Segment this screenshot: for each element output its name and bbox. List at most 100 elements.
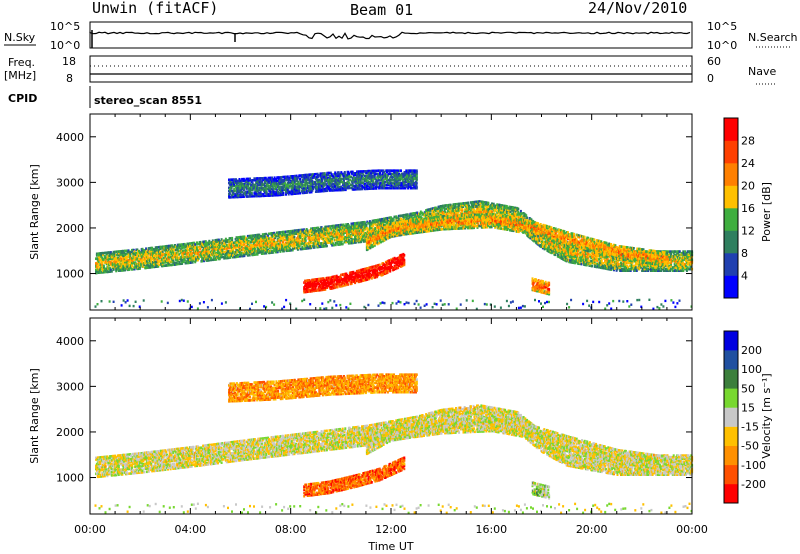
heatmap-cell	[210, 257, 212, 260]
heatmap-cell	[163, 257, 165, 260]
freq-label: Freq.	[8, 56, 35, 69]
heatmap-cell	[214, 255, 216, 258]
beam-title: Beam 01	[350, 1, 413, 19]
nsky-trace	[90, 30, 690, 48]
heatmap-cell	[111, 270, 113, 273]
heatmap-cell	[285, 231, 287, 234]
heatmap-cell	[126, 256, 128, 259]
heatmap-cell	[464, 202, 466, 205]
heatmap-cell	[329, 225, 331, 228]
nsky-panel	[90, 22, 692, 48]
heatmap-cell	[147, 262, 149, 265]
heatmap-cell	[467, 202, 469, 205]
heatmap-cell	[187, 249, 189, 252]
heatmap-cell	[293, 236, 295, 239]
heatmap-cell	[521, 212, 523, 215]
heatmap-cell	[401, 218, 403, 221]
heatmap-cell	[326, 245, 328, 248]
nsearch-tick-bottom: 10^0	[707, 39, 737, 52]
heatmap-cell	[520, 210, 522, 213]
cpid-value: stereo_scan 8551	[94, 94, 202, 107]
heatmap-cell	[636, 269, 638, 272]
heatmap-cell	[102, 252, 104, 255]
heatmap-cell	[440, 205, 442, 208]
heatmap-cell	[473, 201, 475, 204]
nsky-tick-top: 10^5	[50, 20, 80, 33]
heatmap-cell	[469, 206, 471, 209]
heatmap-cell	[456, 203, 458, 206]
heatmap-cell	[401, 214, 403, 217]
heatmap-cell	[365, 224, 367, 227]
nave-tick-bottom: 0	[707, 72, 714, 85]
heatmap-cell	[635, 266, 637, 269]
heatmap-cell	[487, 202, 489, 205]
heatmap-cell	[305, 239, 307, 242]
heatmap-cell	[525, 214, 527, 217]
power-heatmap	[95, 169, 694, 310]
heatmap-cell	[98, 252, 100, 255]
heatmap-cell	[333, 244, 335, 247]
heatmap-cell	[330, 228, 332, 231]
heatmap-cell	[197, 249, 199, 252]
heatmap-cell	[138, 258, 140, 261]
heatmap-cell	[394, 216, 396, 219]
heatmap-cell	[460, 202, 462, 205]
heatmap-cell	[301, 229, 303, 232]
date-title: 24/Nov/2010	[588, 0, 687, 17]
heatmap-cell	[263, 252, 265, 255]
nsearch-label: N.Search	[748, 31, 798, 44]
heatmap-cell	[231, 237, 233, 240]
heatmap-cell	[466, 202, 468, 205]
freq-unit: [MHz]	[4, 69, 36, 82]
heatmap-cell	[354, 222, 356, 225]
heatmap-cell	[516, 213, 518, 216]
heatmap-cell	[158, 263, 160, 266]
heatmap-cell	[103, 265, 105, 268]
freq-tick-top: 18	[62, 55, 76, 68]
heatmap-cell	[628, 268, 630, 271]
freq-panel	[90, 56, 692, 82]
heatmap-cell	[142, 259, 144, 262]
nsky-line	[90, 32, 690, 39]
heatmap-cell	[219, 240, 221, 243]
heatmap-cell	[236, 244, 238, 247]
heatmap-cell	[315, 227, 317, 230]
heatmap-cell	[342, 243, 344, 246]
heatmap-cell	[444, 211, 446, 214]
heatmap-cell	[246, 238, 248, 241]
nsky-tick-bottom: 10^0	[50, 39, 80, 52]
heatmap-cell	[517, 208, 519, 211]
heatmap-cell	[521, 215, 523, 218]
heatmap-cell	[161, 258, 163, 261]
heatmap-cell	[131, 268, 133, 271]
heatmap-cell	[226, 244, 228, 247]
heatmap-cell	[168, 251, 170, 254]
heatmap-cell	[194, 243, 196, 246]
nsky-label: N.Sky	[4, 31, 36, 44]
heatmap-cell	[588, 260, 590, 263]
heatmap-cell	[265, 233, 267, 236]
heatmap-cell	[390, 216, 392, 219]
heatmap-cell	[178, 250, 180, 253]
heatmap-cell	[501, 207, 503, 210]
heatmap-cell	[581, 263, 583, 266]
freq-tick-bottom: 8	[66, 72, 73, 85]
heatmap-cell	[254, 253, 256, 256]
heatmap-cell	[209, 241, 211, 244]
heatmap-cell	[591, 265, 593, 268]
heatmap-cell	[444, 208, 446, 211]
heatmap-cell	[429, 208, 431, 211]
heatmap-cell	[341, 224, 343, 227]
heatmap-cell	[178, 253, 180, 256]
heatmap-cell	[537, 238, 539, 241]
heatmap-cell	[219, 245, 221, 248]
heatmap-cell	[601, 259, 603, 262]
heatmap-cell	[229, 237, 231, 240]
nsearch-tick-top: 10^5	[707, 20, 737, 33]
heatmap-cell	[596, 258, 598, 261]
heatmap-cell	[135, 252, 137, 255]
cpid-label: CPID	[8, 92, 37, 105]
heatmap-cell	[517, 211, 519, 214]
station-title: Unwin (fitACF)	[92, 0, 218, 17]
